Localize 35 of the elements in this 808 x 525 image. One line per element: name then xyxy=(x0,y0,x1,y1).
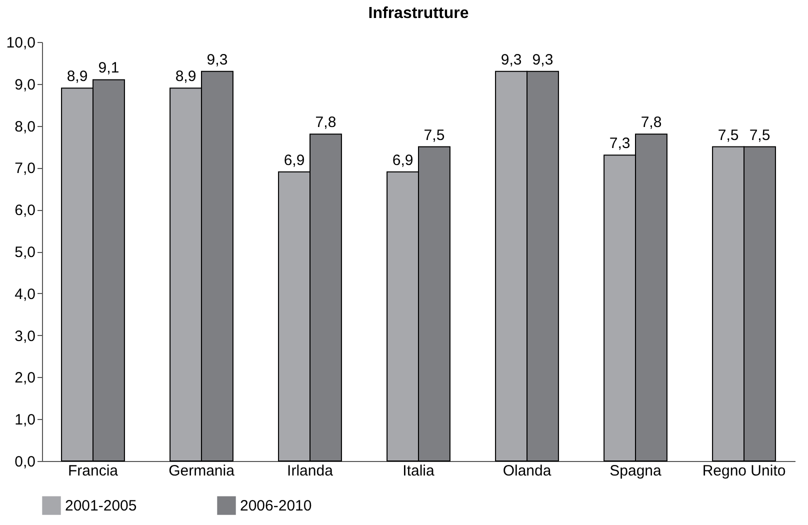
data-label: 8,9 xyxy=(175,68,196,86)
x-tick-label: Olanda xyxy=(502,462,552,480)
data-label: 9,1 xyxy=(98,60,120,77)
data-label: 9,3 xyxy=(500,51,522,68)
y-tick-label: 3,0 xyxy=(14,328,36,345)
y-tick-label: 7,0 xyxy=(14,160,36,178)
y-tick-label: 5,0 xyxy=(14,244,36,261)
x-tick-label: Germania xyxy=(168,462,236,480)
y-tick-label: 2,0 xyxy=(14,370,36,387)
x-tick-label: Regno Unito xyxy=(702,462,786,480)
y-tick-label: 0,0 xyxy=(14,454,36,470)
x-tick-label: Francia xyxy=(68,462,119,480)
y-tick-label: 6,0 xyxy=(14,202,36,220)
chart-title: Infrastrutture xyxy=(368,5,469,22)
y-tick-label: 10,0 xyxy=(6,34,36,52)
data-label: 7,8 xyxy=(640,114,662,132)
x-tick-label: Spagna xyxy=(610,462,662,480)
y-tick-label: 1,0 xyxy=(14,412,36,429)
y-tick-label: 4,0 xyxy=(14,286,36,303)
data-label: 7,5 xyxy=(424,126,445,144)
data-label: 7,5 xyxy=(718,126,739,144)
x-tick-label: Italia xyxy=(402,462,435,480)
y-tick-label: 8,0 xyxy=(14,118,36,136)
data-label: 8,9 xyxy=(66,68,88,86)
data-label: 7,8 xyxy=(315,114,336,132)
data-label: 6,9 xyxy=(392,152,414,169)
legend-label: 2001-2005 xyxy=(65,498,137,515)
data-label: 6,9 xyxy=(284,152,305,169)
x-tick-label: Irlanda xyxy=(287,462,334,480)
data-label: 9,3 xyxy=(206,51,228,68)
data-label: 7,5 xyxy=(749,126,770,144)
data-label: 7,3 xyxy=(609,135,630,152)
data-label: 9,3 xyxy=(532,51,554,68)
y-tick-label: 9,0 xyxy=(14,76,36,94)
legend-label: 2006-2010 xyxy=(240,498,312,515)
